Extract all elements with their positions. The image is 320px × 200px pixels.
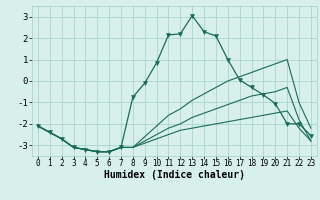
X-axis label: Humidex (Indice chaleur): Humidex (Indice chaleur): [104, 170, 245, 180]
